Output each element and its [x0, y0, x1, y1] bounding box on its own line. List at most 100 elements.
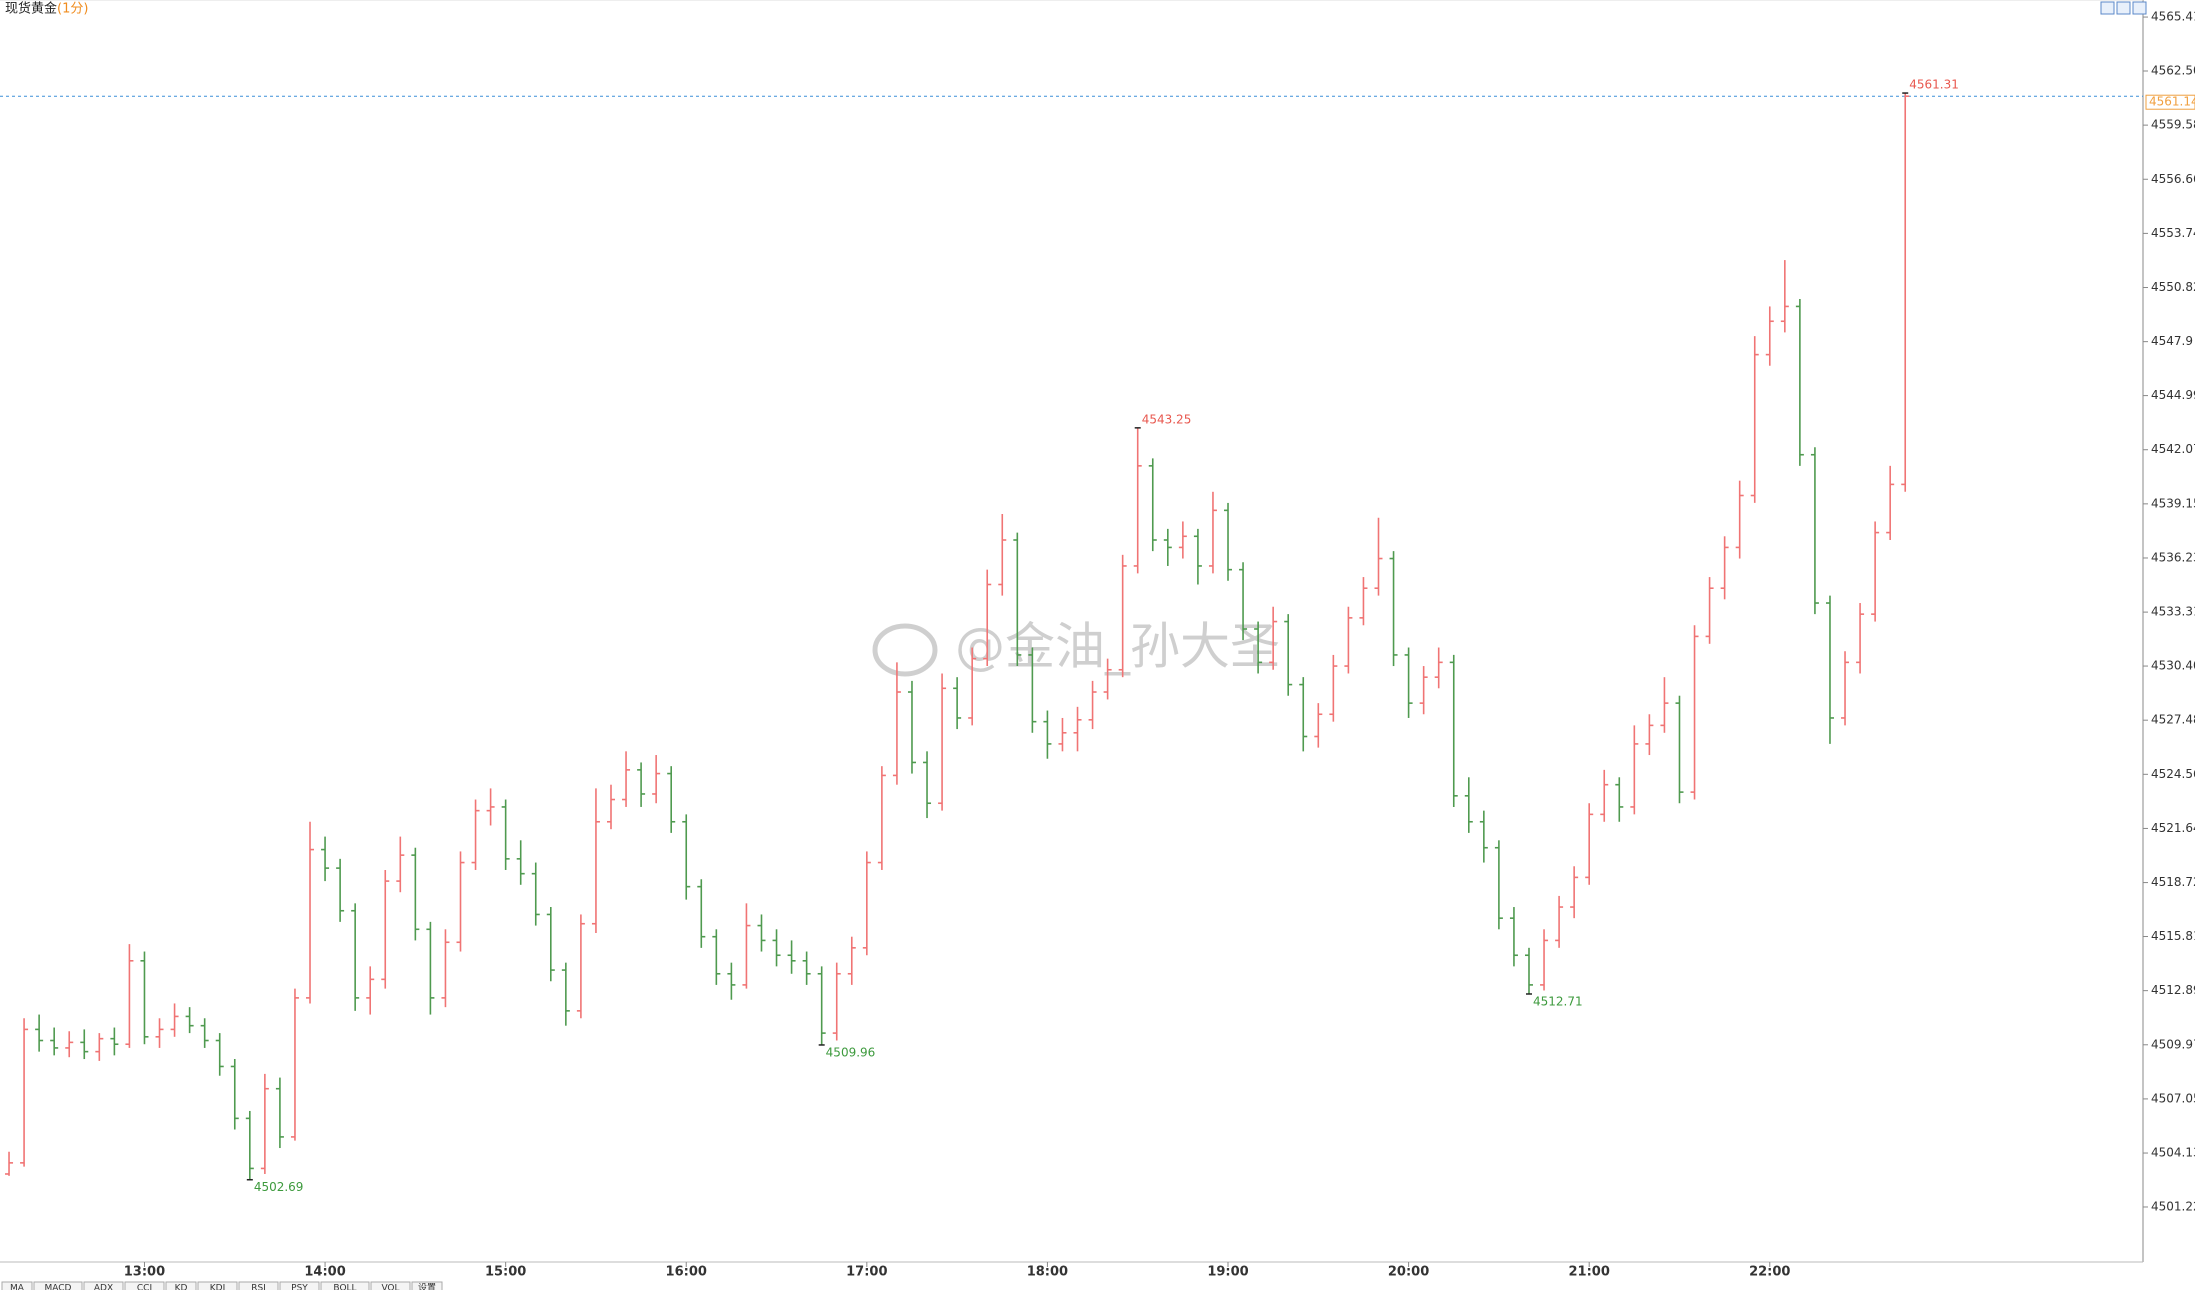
ohlc-bar [682, 814, 691, 900]
y-tick-label: 4536.23 [2151, 550, 2195, 564]
ohlc-bar [50, 1027, 59, 1056]
y-tick-label: 4507.05 [2151, 1091, 2195, 1105]
ohlc-bar [1178, 521, 1187, 559]
ohlc-bar [712, 929, 721, 985]
ohlc-bar [5, 1151, 14, 1176]
ohlc-bar [953, 677, 962, 730]
ohlc-bar [1825, 595, 1834, 744]
ohlc-bar [306, 821, 315, 1004]
ohlc-bar [35, 1014, 44, 1052]
ohlc-bar [1118, 554, 1127, 678]
last-price-box [2145, 94, 2195, 110]
ohlc-bar [832, 962, 841, 1041]
ohlc-bar [170, 1003, 179, 1037]
ohlc-bar [938, 673, 947, 811]
extreme-label: 4502.69 [254, 1180, 304, 1194]
y-tick-label: 4527.48 [2151, 713, 2195, 727]
indicator-tab[interactable] [1, 1281, 33, 1290]
y-tick-label: 4524.56 [2151, 767, 2195, 781]
x-tick-label: 18:00 [1027, 1265, 1068, 1280]
indicator-tab[interactable] [320, 1281, 370, 1290]
y-tick-label: 4512.89 [2151, 983, 2195, 997]
ohlc-bar [1208, 491, 1217, 574]
ohlc-bar [1886, 465, 1895, 540]
ohlc-bar [1494, 840, 1503, 930]
ohlc-bar [516, 840, 525, 885]
ohlc-bar [606, 784, 615, 830]
indicator-tab[interactable] [124, 1281, 165, 1290]
ohlc-bar [426, 921, 435, 1015]
ohlc-bar [1600, 769, 1609, 822]
ohlc-bar [1284, 614, 1293, 696]
y-tick-label: 4515.81 [2151, 929, 2195, 943]
ohlc-bar [1419, 666, 1428, 715]
ohlc-bar [983, 569, 992, 667]
extreme-label: 4543.25 [1142, 412, 1192, 426]
ohlc-bar [1765, 306, 1774, 366]
ohlc-bar [95, 1033, 104, 1061]
indicator-tab-label: VOL [381, 1284, 399, 1290]
indicator-tab-label: ADX [94, 1284, 113, 1290]
indicator-tab[interactable] [165, 1281, 197, 1290]
indicator-tab[interactable] [33, 1281, 83, 1290]
ohlc-bar [817, 966, 826, 1045]
ohlc-bar [1524, 947, 1533, 994]
x-tick-label: 15:00 [485, 1265, 526, 1280]
y-tick-label: 4562.50 [2151, 63, 2195, 77]
ohlc-bar [561, 962, 570, 1026]
ohlc-bar [1841, 651, 1850, 726]
indicator-tab[interactable] [370, 1281, 411, 1290]
indicator-tab-label: CCI [137, 1284, 152, 1290]
ohlc-bar [1735, 480, 1744, 559]
ohlc-bar [200, 1018, 209, 1048]
toolbar-button[interactable] [2132, 1, 2147, 15]
ohlc-bar [637, 762, 646, 807]
indicator-tab[interactable] [279, 1281, 320, 1290]
ohlc-bar [1254, 621, 1263, 674]
ohlc-bar [847, 936, 856, 985]
toolbar-button[interactable] [2116, 1, 2131, 15]
ohlc-bar [998, 514, 1007, 596]
toolbar-button[interactable] [2100, 1, 2115, 15]
ohlc-bar [1314, 703, 1323, 748]
ohlc-bar [290, 988, 299, 1141]
ohlc-bar [1615, 777, 1624, 822]
ohlc-bar [1404, 647, 1413, 718]
x-tick-label: 17:00 [846, 1265, 887, 1280]
ohlc-bar [1193, 528, 1202, 585]
ohlc-bar [20, 1018, 29, 1167]
indicator-tab[interactable] [238, 1281, 279, 1290]
ohlc-bar [456, 851, 465, 952]
x-tick-label: 20:00 [1388, 1265, 1429, 1280]
ohlc-bar [1675, 695, 1684, 804]
ohlc-bar [802, 951, 811, 985]
ohlc-bar [396, 836, 405, 893]
watermark: @金油_孙大圣 [872, 618, 1280, 677]
indicator-tab[interactable] [197, 1281, 238, 1290]
ohlc-bar [652, 755, 661, 804]
indicator-tab[interactable] [83, 1281, 124, 1290]
ohlc-bar [1449, 654, 1458, 807]
ohlc-bar [486, 788, 495, 826]
ohlc-bar [1434, 647, 1443, 689]
extreme-label: 4561.31 [1909, 78, 1959, 92]
ohlc-bar [1043, 710, 1052, 759]
ohlc-bar [1690, 625, 1699, 800]
indicator-tab[interactable] [411, 1281, 443, 1290]
ohlc-bar [245, 1110, 254, 1180]
y-tick-label: 4539.15 [2151, 496, 2195, 510]
ohlc-bar [1585, 803, 1594, 885]
ohlc-bar [1299, 677, 1308, 752]
y-tick-label: 4521.64 [2151, 821, 2195, 835]
ohlc-bar [230, 1059, 239, 1130]
ohlc-bar [1103, 658, 1112, 700]
ohlc-bar [1871, 521, 1880, 622]
indicator-tab-label: MACD [45, 1284, 72, 1290]
chart-title: 现货黄金 [5, 1, 57, 17]
ohlc-bar [576, 914, 585, 1019]
ohlc-bar [441, 929, 450, 1008]
ohlc-bar [1058, 717, 1067, 752]
ohlc-bar [1088, 680, 1097, 730]
ohlc-bar [1133, 427, 1142, 574]
